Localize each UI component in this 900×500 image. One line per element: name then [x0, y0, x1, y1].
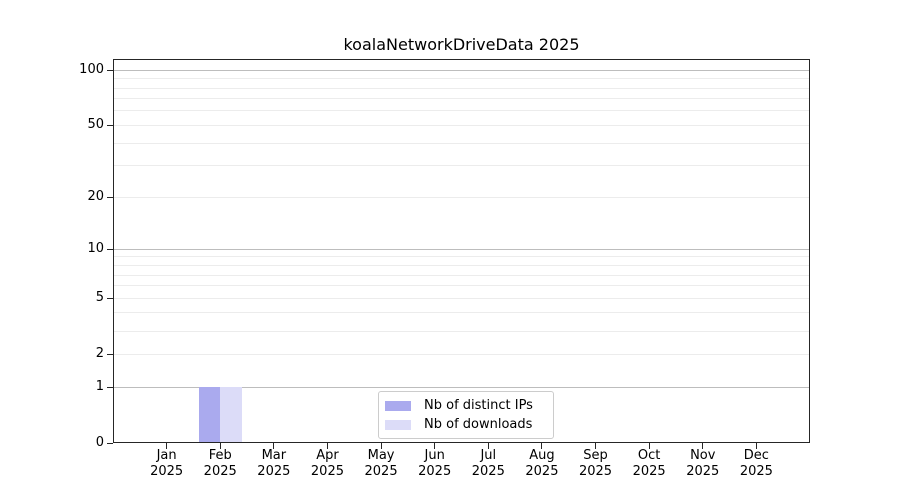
- minor-gridline: [113, 87, 810, 89]
- y-tick-label: 0: [95, 435, 104, 450]
- x-tick-mark: [166, 443, 168, 449]
- x-tick-month: Jan: [156, 448, 177, 463]
- x-tick-label: Dec 2025: [728, 448, 784, 480]
- x-tick-month: Jul: [480, 448, 497, 463]
- x-tick-month: Nov: [690, 448, 716, 463]
- y-tick-label: 100: [79, 62, 104, 78]
- minor-gridline: [113, 297, 810, 299]
- x-tick-mark: [702, 443, 704, 449]
- x-tick-mark: [273, 443, 275, 449]
- legend-label: Nb of downloads: [424, 417, 533, 432]
- chart-title: koalaNetworkDriveData 2025: [343, 35, 580, 54]
- x-tick-label: Nov 2025: [675, 448, 731, 480]
- minor-gridline: [113, 124, 810, 126]
- minor-gridline: [113, 98, 810, 100]
- legend-label: Nb of distinct IPs: [424, 398, 533, 413]
- minor-gridline: [113, 274, 810, 276]
- y-tick-mark: [107, 442, 113, 444]
- x-tick-label: Feb 2025: [192, 448, 248, 480]
- y-tick-mark: [107, 353, 113, 355]
- minor-gridline: [113, 110, 810, 112]
- y-tick-mark: [107, 386, 113, 388]
- x-tick-year: 2025: [203, 464, 237, 479]
- x-tick-mark: [380, 443, 382, 449]
- minor-gridline: [113, 265, 810, 266]
- x-tick-month: Feb: [208, 448, 232, 463]
- x-tick-month: Sep: [583, 448, 608, 463]
- x-tick-mark: [541, 443, 543, 449]
- y-tick-label: 5: [95, 290, 104, 306]
- major-gridline: [113, 69, 810, 71]
- x-tick-month: Oct: [637, 448, 661, 463]
- x-tick-month: Jun: [424, 448, 445, 463]
- x-tick-month: May: [367, 448, 395, 463]
- minor-gridline: [113, 256, 810, 258]
- legend-swatch: [385, 400, 411, 411]
- x-tick-year: 2025: [364, 464, 398, 479]
- x-tick-mark: [326, 443, 328, 449]
- y-tick-label: 20: [87, 189, 104, 205]
- x-tick-label: Sep 2025: [568, 448, 624, 480]
- y-tick-mark: [107, 297, 113, 299]
- x-tick-year: 2025: [525, 464, 559, 479]
- y-tick-mark: [107, 196, 113, 198]
- plot-frame: [113, 59, 810, 443]
- legend: Nb of distinct IPs Nb of downloads: [378, 391, 554, 439]
- x-tick-mark: [434, 443, 436, 449]
- major-gridline: [113, 248, 810, 250]
- x-tick-year: 2025: [686, 464, 720, 479]
- y-tick-mark: [107, 248, 113, 250]
- x-tick-mark: [219, 443, 221, 449]
- x-tick-label: May 2025: [353, 448, 409, 480]
- minor-gridline: [113, 353, 810, 355]
- x-tick-label: Apr 2025: [299, 448, 355, 480]
- minor-gridline: [113, 285, 810, 287]
- y-tick-label: 10: [87, 241, 104, 257]
- x-tick-mark: [755, 443, 757, 449]
- x-tick-label: Aug 2025: [514, 448, 570, 480]
- x-tick-month: Mar: [261, 448, 287, 463]
- bar-distinct-ips: [198, 387, 221, 443]
- x-tick-mark: [595, 443, 597, 449]
- x-tick-label: Mar 2025: [246, 448, 302, 480]
- minor-gridline: [113, 142, 810, 144]
- legend-swatch: [385, 419, 411, 430]
- x-tick-month: Dec: [743, 448, 769, 463]
- minor-gridline: [113, 330, 810, 332]
- y-tick-label: 2: [95, 346, 104, 362]
- y-tick-mark: [107, 69, 113, 71]
- minor-gridline: [113, 196, 810, 198]
- minor-gridline: [113, 78, 810, 80]
- x-tick-year: 2025: [578, 464, 613, 479]
- x-tick-year: 2025: [471, 464, 505, 479]
- x-tick-month: Aug: [529, 448, 555, 463]
- legend-item: Nb of downloads: [385, 417, 547, 432]
- minor-gridline: [113, 165, 810, 167]
- x-tick-mark: [648, 443, 650, 449]
- x-tick-year: 2025: [418, 464, 452, 479]
- x-tick-label: Jan 2025: [139, 448, 195, 480]
- x-tick-year: 2025: [150, 464, 184, 479]
- minor-gridline: [113, 312, 810, 314]
- major-gridline: [113, 386, 810, 388]
- x-tick-year: 2025: [257, 464, 291, 479]
- x-tick-label: Jun 2025: [407, 448, 463, 480]
- y-tick-label: 1: [95, 379, 104, 394]
- x-tick-year: 2025: [739, 464, 773, 479]
- legend-item: Nb of distinct IPs: [385, 398, 547, 413]
- bar-downloads: [220, 387, 242, 443]
- x-tick-year: 2025: [310, 464, 344, 479]
- x-tick-year: 2025: [632, 464, 666, 479]
- x-tick-label: Oct 2025: [621, 448, 677, 480]
- x-tick-mark: [487, 443, 489, 449]
- x-tick-month: Apr: [316, 448, 339, 463]
- y-tick-label: 50: [87, 117, 104, 133]
- x-tick-label: Jul 2025: [460, 448, 516, 480]
- y-tick-mark: [107, 124, 113, 126]
